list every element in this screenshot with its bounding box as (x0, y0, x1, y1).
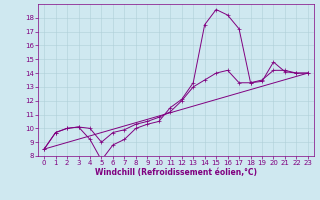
X-axis label: Windchill (Refroidissement éolien,°C): Windchill (Refroidissement éolien,°C) (95, 168, 257, 177)
